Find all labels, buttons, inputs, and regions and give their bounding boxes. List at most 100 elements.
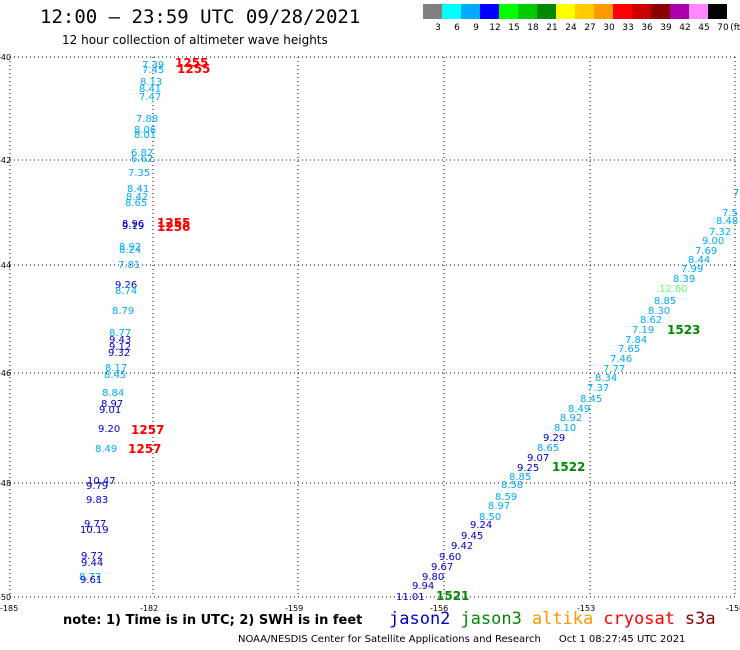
wave-height-label: 8.92 (560, 413, 582, 424)
wave-height-label: 8.01 (134, 130, 156, 141)
lat-tick-label: -44 (0, 261, 11, 270)
wave-height-label: 9.07 (527, 453, 549, 464)
wave-height-label: 9.61 (80, 575, 102, 586)
legend-label: 12 (489, 23, 501, 33)
legend-label: 27 (584, 23, 596, 33)
wave-height-label: 7.88 (136, 114, 158, 125)
legend-label: 70 (717, 23, 729, 33)
wave-height-label: 7.81 (118, 260, 140, 271)
wave-height-label: 8.41 (139, 84, 161, 95)
legend-label: 6 (454, 23, 460, 33)
legend-swatch (613, 4, 632, 19)
wave-height-label: 9.42 (451, 541, 473, 552)
lon-tick-label: -185 (0, 604, 18, 613)
wave-height-label: 8.13 (140, 77, 162, 88)
wave-height-label: 8.84 (102, 388, 124, 399)
wave-height-label: 6.62 (131, 154, 153, 165)
legend-swatch (651, 4, 670, 19)
wave-height-label: 8.45 (580, 394, 602, 405)
satellite-s3a: s3a (684, 609, 716, 629)
legend-label: 33 (622, 23, 634, 33)
wave-height-label: 9.60 (439, 552, 461, 563)
satellite-key: jason2 jason3 altika cryosat s3a (389, 609, 726, 629)
wave-height-label: 9.00 (702, 236, 724, 247)
wave-height-label: 9.79 (86, 481, 108, 492)
wave-height-label: 9.44 (81, 558, 103, 569)
wave-height-label: 9.29 (543, 433, 565, 444)
legend-swatch (689, 4, 708, 19)
wave-height-label: 7.46 (610, 354, 632, 365)
wave-height-points: 7.397.458.138.417.477.888.068.016.826.62… (79, 60, 740, 603)
wave-height-label: 8.42 (126, 192, 148, 203)
satellite-jason2: jason2 (389, 609, 451, 629)
wave-height-label: 8.49 (95, 444, 117, 455)
wave-height-label: 8.62 (640, 315, 662, 326)
wave-height-label: 8.74 (115, 286, 137, 297)
wave-height-label: 7.19 (632, 325, 654, 336)
wave-height-label: 9.12 (109, 342, 131, 353)
legend-swatch (708, 4, 727, 19)
wave-height-label: 9.94 (412, 581, 434, 592)
wave-height-label: 8.77 (109, 328, 131, 339)
wave-height-label: 9.77 (84, 519, 106, 530)
axis-ticks: -185 -182 -159 -156 -153 -150 -40 -42 -44 -46 -48 -… (0, 53, 740, 613)
wave-height-label: 9.32 (108, 348, 130, 359)
wave-height-label: 6.82 (131, 148, 153, 159)
wave-height-label: 7.99 (681, 264, 703, 275)
pass-time-label: 1256 (157, 220, 190, 234)
lon-tick-label: -159 (285, 604, 303, 613)
wave-height-label: 8.06 (134, 125, 156, 136)
wave-height-label: 8.10 (554, 423, 576, 434)
wave-height-label: 8.44 (688, 255, 710, 266)
wave-height-label: 7.45 (142, 65, 164, 76)
wave-height-label: 8.24 (119, 245, 141, 256)
pass-time-label: 1522 (552, 460, 585, 474)
legend-swatch (575, 4, 594, 19)
lat-tick-label: -50 (0, 593, 11, 602)
wave-height-label: 7.69 (695, 246, 717, 257)
wave-height-label: 9.80 (422, 572, 444, 583)
legend-swatch (442, 4, 461, 19)
legend-label: 30 (603, 23, 615, 33)
wave-height-label: 7.84 (625, 335, 647, 346)
map-grid (9, 56, 736, 598)
lat-tick-label: -42 (0, 156, 11, 165)
wave-height-label: 7.35 (128, 168, 150, 179)
wave-height-label: 8.59 (495, 492, 517, 503)
legend-label: 15 (508, 23, 520, 33)
wave-height-label: 8.92 (119, 242, 141, 253)
footer-credit: NOAA/NESDIS Center for Satellite Applica… (238, 634, 541, 645)
legend-swatch (461, 4, 480, 19)
wave-height-label: 8.65 (125, 198, 147, 209)
wave-height-label: 8.39 (673, 274, 695, 285)
wave-height-label: 12.60 (659, 284, 688, 295)
legend-unit: (ft) (730, 23, 740, 33)
legend-label: 9 (473, 23, 479, 33)
lon-tick-label: -153 (577, 604, 595, 613)
pass-time-label: 1521 (436, 589, 469, 603)
wave-height-label: 9.67 (431, 562, 453, 573)
legend-label: 39 (660, 23, 672, 33)
satellite-altika: altika (531, 609, 594, 629)
wave-height-label: 8.17 (105, 363, 127, 374)
wave-height-label: 8.79 (112, 306, 134, 317)
footer-timestamp: Oct 1 08:27:45 UTC 2021 (558, 634, 686, 645)
wave-height-label: 8.96 (122, 219, 144, 230)
legend-swatch (499, 4, 518, 19)
wave-height-label: 8.97 (488, 501, 510, 512)
wave-height-label: 8.49 (568, 404, 590, 415)
wave-height-label: 7.5 (722, 208, 738, 219)
wave-height-label: 7.37 (587, 383, 609, 394)
wave-height-label: 8.41 (127, 184, 149, 195)
wave-height-label: 9.83 (86, 495, 108, 506)
wave-height-label: 8.85 (654, 296, 676, 307)
chart-subtitle: 12 hour collection of altimeter wave hei… (62, 33, 328, 47)
wave-height-label: 8.45 (104, 370, 126, 381)
legend-label: 45 (698, 23, 710, 33)
wave-height-label: 8.65 (537, 443, 559, 454)
wave-height-label: 9.72 (81, 551, 103, 562)
legend-label: 36 (641, 23, 653, 33)
satellite-jason3: jason3 (460, 609, 522, 629)
